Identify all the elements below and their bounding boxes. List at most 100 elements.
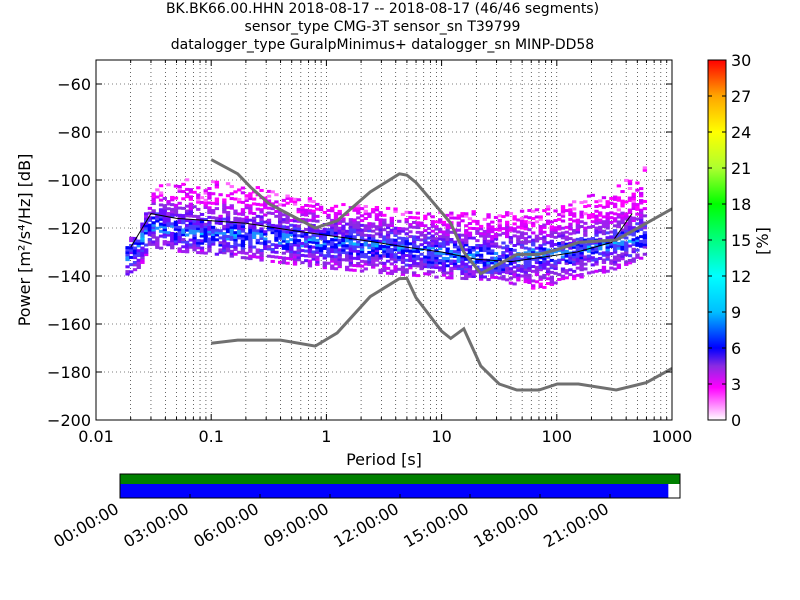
density-cell xyxy=(393,231,398,235)
density-cell xyxy=(583,205,588,209)
density-cell xyxy=(501,246,506,250)
density-cell xyxy=(367,234,372,238)
density-cell xyxy=(300,217,305,221)
density-cell xyxy=(423,255,428,259)
density-cell xyxy=(482,217,488,221)
density-cell xyxy=(527,240,532,244)
density-cell xyxy=(222,246,227,250)
density-cell xyxy=(140,229,145,233)
density-cell xyxy=(616,263,621,267)
density-cell xyxy=(404,241,409,245)
density-cell xyxy=(505,271,510,275)
density-cell xyxy=(415,250,421,254)
density-cell xyxy=(222,248,227,252)
density-cell xyxy=(545,241,551,245)
density-cell xyxy=(292,226,298,230)
density-cell xyxy=(341,236,346,240)
density-cell xyxy=(471,246,476,250)
density-cell xyxy=(371,236,376,240)
density-cell xyxy=(508,238,514,242)
density-cell xyxy=(326,216,331,220)
density-cell xyxy=(136,249,141,253)
density-cell xyxy=(385,240,391,244)
density-cell xyxy=(586,216,592,220)
density-cell xyxy=(493,266,499,270)
mean-line xyxy=(130,213,633,263)
density-cell xyxy=(445,259,450,263)
density-cell xyxy=(545,205,551,209)
density-cell xyxy=(248,225,253,229)
density-cell xyxy=(449,269,454,273)
density-cell xyxy=(382,266,387,270)
density-cell xyxy=(274,238,279,242)
density-cell xyxy=(144,229,149,233)
density-cell xyxy=(568,273,573,277)
time-axis-ticks: 00:00:0003:00:0006:00:0009:00:0012:00:00… xyxy=(50,494,612,551)
density-cell xyxy=(471,272,476,276)
density-cell xyxy=(490,225,495,229)
density-cell xyxy=(344,234,350,238)
density-cell xyxy=(292,224,298,228)
density-cell xyxy=(545,219,551,223)
density-cell xyxy=(419,252,424,256)
density-cell xyxy=(519,221,525,225)
density-cell xyxy=(452,262,458,266)
density-cell xyxy=(538,249,543,253)
density-cell xyxy=(225,227,231,231)
density-cell xyxy=(419,257,424,261)
density-cell xyxy=(337,265,342,269)
density-cell xyxy=(203,218,208,222)
density-cell xyxy=(184,204,190,208)
density-cell xyxy=(583,226,588,230)
density-cell xyxy=(478,234,484,238)
density-cell xyxy=(553,262,558,266)
density-cell xyxy=(404,232,409,236)
density-cell xyxy=(460,214,465,218)
density-cell xyxy=(423,260,428,264)
density-cell xyxy=(233,233,238,237)
density-cell xyxy=(192,238,197,242)
density-cell xyxy=(326,213,331,217)
density-cell xyxy=(207,247,212,251)
density-cell xyxy=(568,225,573,229)
density-cell xyxy=(471,236,476,240)
density-cell xyxy=(612,250,618,254)
density-cell xyxy=(598,256,603,260)
density-cell xyxy=(385,245,391,249)
density-cell xyxy=(553,271,558,275)
density-cell xyxy=(594,245,599,249)
density-cell xyxy=(203,227,208,231)
density-cell xyxy=(289,242,294,246)
density-cell xyxy=(233,197,238,201)
density-cell xyxy=(516,230,521,234)
density-cell xyxy=(445,271,450,275)
density-cell xyxy=(274,231,279,235)
density-cell xyxy=(631,247,636,251)
density-cell xyxy=(631,216,636,220)
density-cell xyxy=(519,236,525,240)
density-cell xyxy=(330,264,335,268)
density-cell xyxy=(434,237,439,241)
density-cell xyxy=(460,264,465,268)
density-cell xyxy=(527,249,532,253)
density-cell xyxy=(624,253,629,257)
density-cell xyxy=(575,218,581,222)
density-cell xyxy=(464,277,469,281)
density-cell xyxy=(151,221,156,225)
density-cell xyxy=(296,255,301,259)
density-cell xyxy=(359,252,365,256)
density-cell xyxy=(564,261,569,265)
density-cell xyxy=(196,241,201,245)
density-cell xyxy=(289,238,294,242)
density-cell xyxy=(274,209,279,213)
density-cell xyxy=(352,247,357,251)
density-cell xyxy=(438,235,443,239)
density-cell xyxy=(188,243,193,247)
density-cell xyxy=(277,229,283,233)
density-cell xyxy=(158,229,164,233)
density-cell xyxy=(531,224,536,228)
density-cell xyxy=(501,263,506,267)
density-cell xyxy=(330,250,335,254)
density-cell xyxy=(445,264,450,268)
colorbar-tick-label: 24 xyxy=(731,123,751,142)
